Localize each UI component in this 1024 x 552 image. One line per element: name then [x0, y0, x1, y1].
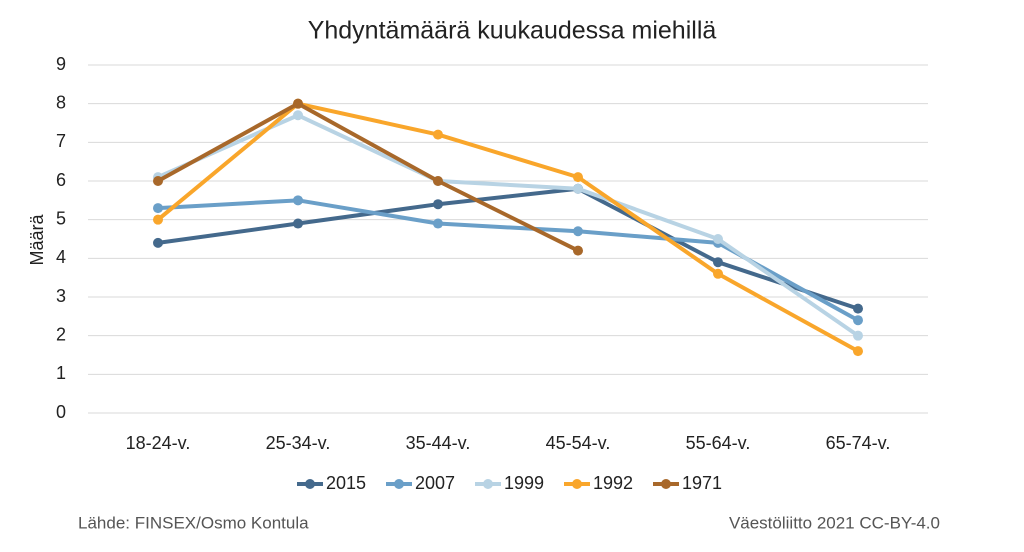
- credit: Väestöliitto 2021 CC-BY-4.0: [729, 513, 940, 532]
- x-tick-label: 25-34-v.: [266, 433, 331, 453]
- chart-title: Yhdyntämäärä kuukaudessa miehillä: [308, 17, 717, 45]
- y-tick-label: 7: [56, 131, 66, 151]
- legend-label: 1971: [682, 473, 722, 493]
- point: [153, 237, 163, 248]
- point: [293, 218, 303, 229]
- y-tick-label: 3: [56, 286, 66, 306]
- point: [153, 176, 163, 186]
- series-line: [157, 101, 579, 253]
- x-tick-label: 55-64-v.: [686, 433, 751, 453]
- y-tick-label: 1: [56, 363, 66, 383]
- point: [433, 176, 443, 186]
- x-tick-label: 18-24-v.: [126, 433, 191, 453]
- y-tick-label: 6: [56, 170, 66, 190]
- point: [433, 218, 443, 229]
- series-line: [156, 101, 859, 353]
- point: [153, 214, 163, 225]
- y-tick-label: 0: [56, 402, 66, 422]
- y-tick-label: 8: [56, 92, 66, 112]
- legend-marker: [572, 479, 582, 489]
- point: [713, 257, 723, 268]
- point: [853, 315, 863, 326]
- legend-label: 1999: [504, 473, 544, 493]
- x-tick-label: 65-74-v.: [826, 433, 891, 453]
- point: [853, 346, 863, 357]
- y-axis-label: Määrä: [27, 214, 47, 266]
- point: [433, 199, 443, 210]
- point: [853, 330, 863, 341]
- y-tick-label: 5: [56, 208, 66, 228]
- series-line: [157, 186, 859, 311]
- legend-marker: [661, 479, 671, 489]
- point: [153, 203, 163, 214]
- y-tick-label: 9: [56, 54, 66, 74]
- point: [293, 195, 303, 206]
- legend-marker: [394, 479, 404, 489]
- point: [573, 245, 583, 256]
- point: [573, 172, 583, 183]
- point: [293, 98, 303, 109]
- legend-label: 2015: [326, 473, 366, 493]
- source: Lähde: FINSEX/Osmo Kontula: [78, 513, 309, 532]
- legend-label: 1992: [593, 473, 633, 493]
- legend-marker: [483, 479, 493, 489]
- series-line: [157, 198, 859, 322]
- legend-marker: [305, 479, 315, 489]
- x-tick-label: 45-54-v.: [546, 433, 611, 453]
- x-tick-label: 35-44-v.: [406, 433, 471, 453]
- point: [853, 303, 863, 314]
- point: [573, 183, 583, 194]
- point: [293, 110, 303, 121]
- point: [433, 129, 443, 140]
- legend-label: 2007: [415, 473, 455, 493]
- y-tick-label: 2: [56, 324, 66, 344]
- y-tick-label: 4: [56, 247, 66, 267]
- point: [713, 268, 723, 279]
- point: [573, 226, 583, 237]
- point: [713, 234, 723, 244]
